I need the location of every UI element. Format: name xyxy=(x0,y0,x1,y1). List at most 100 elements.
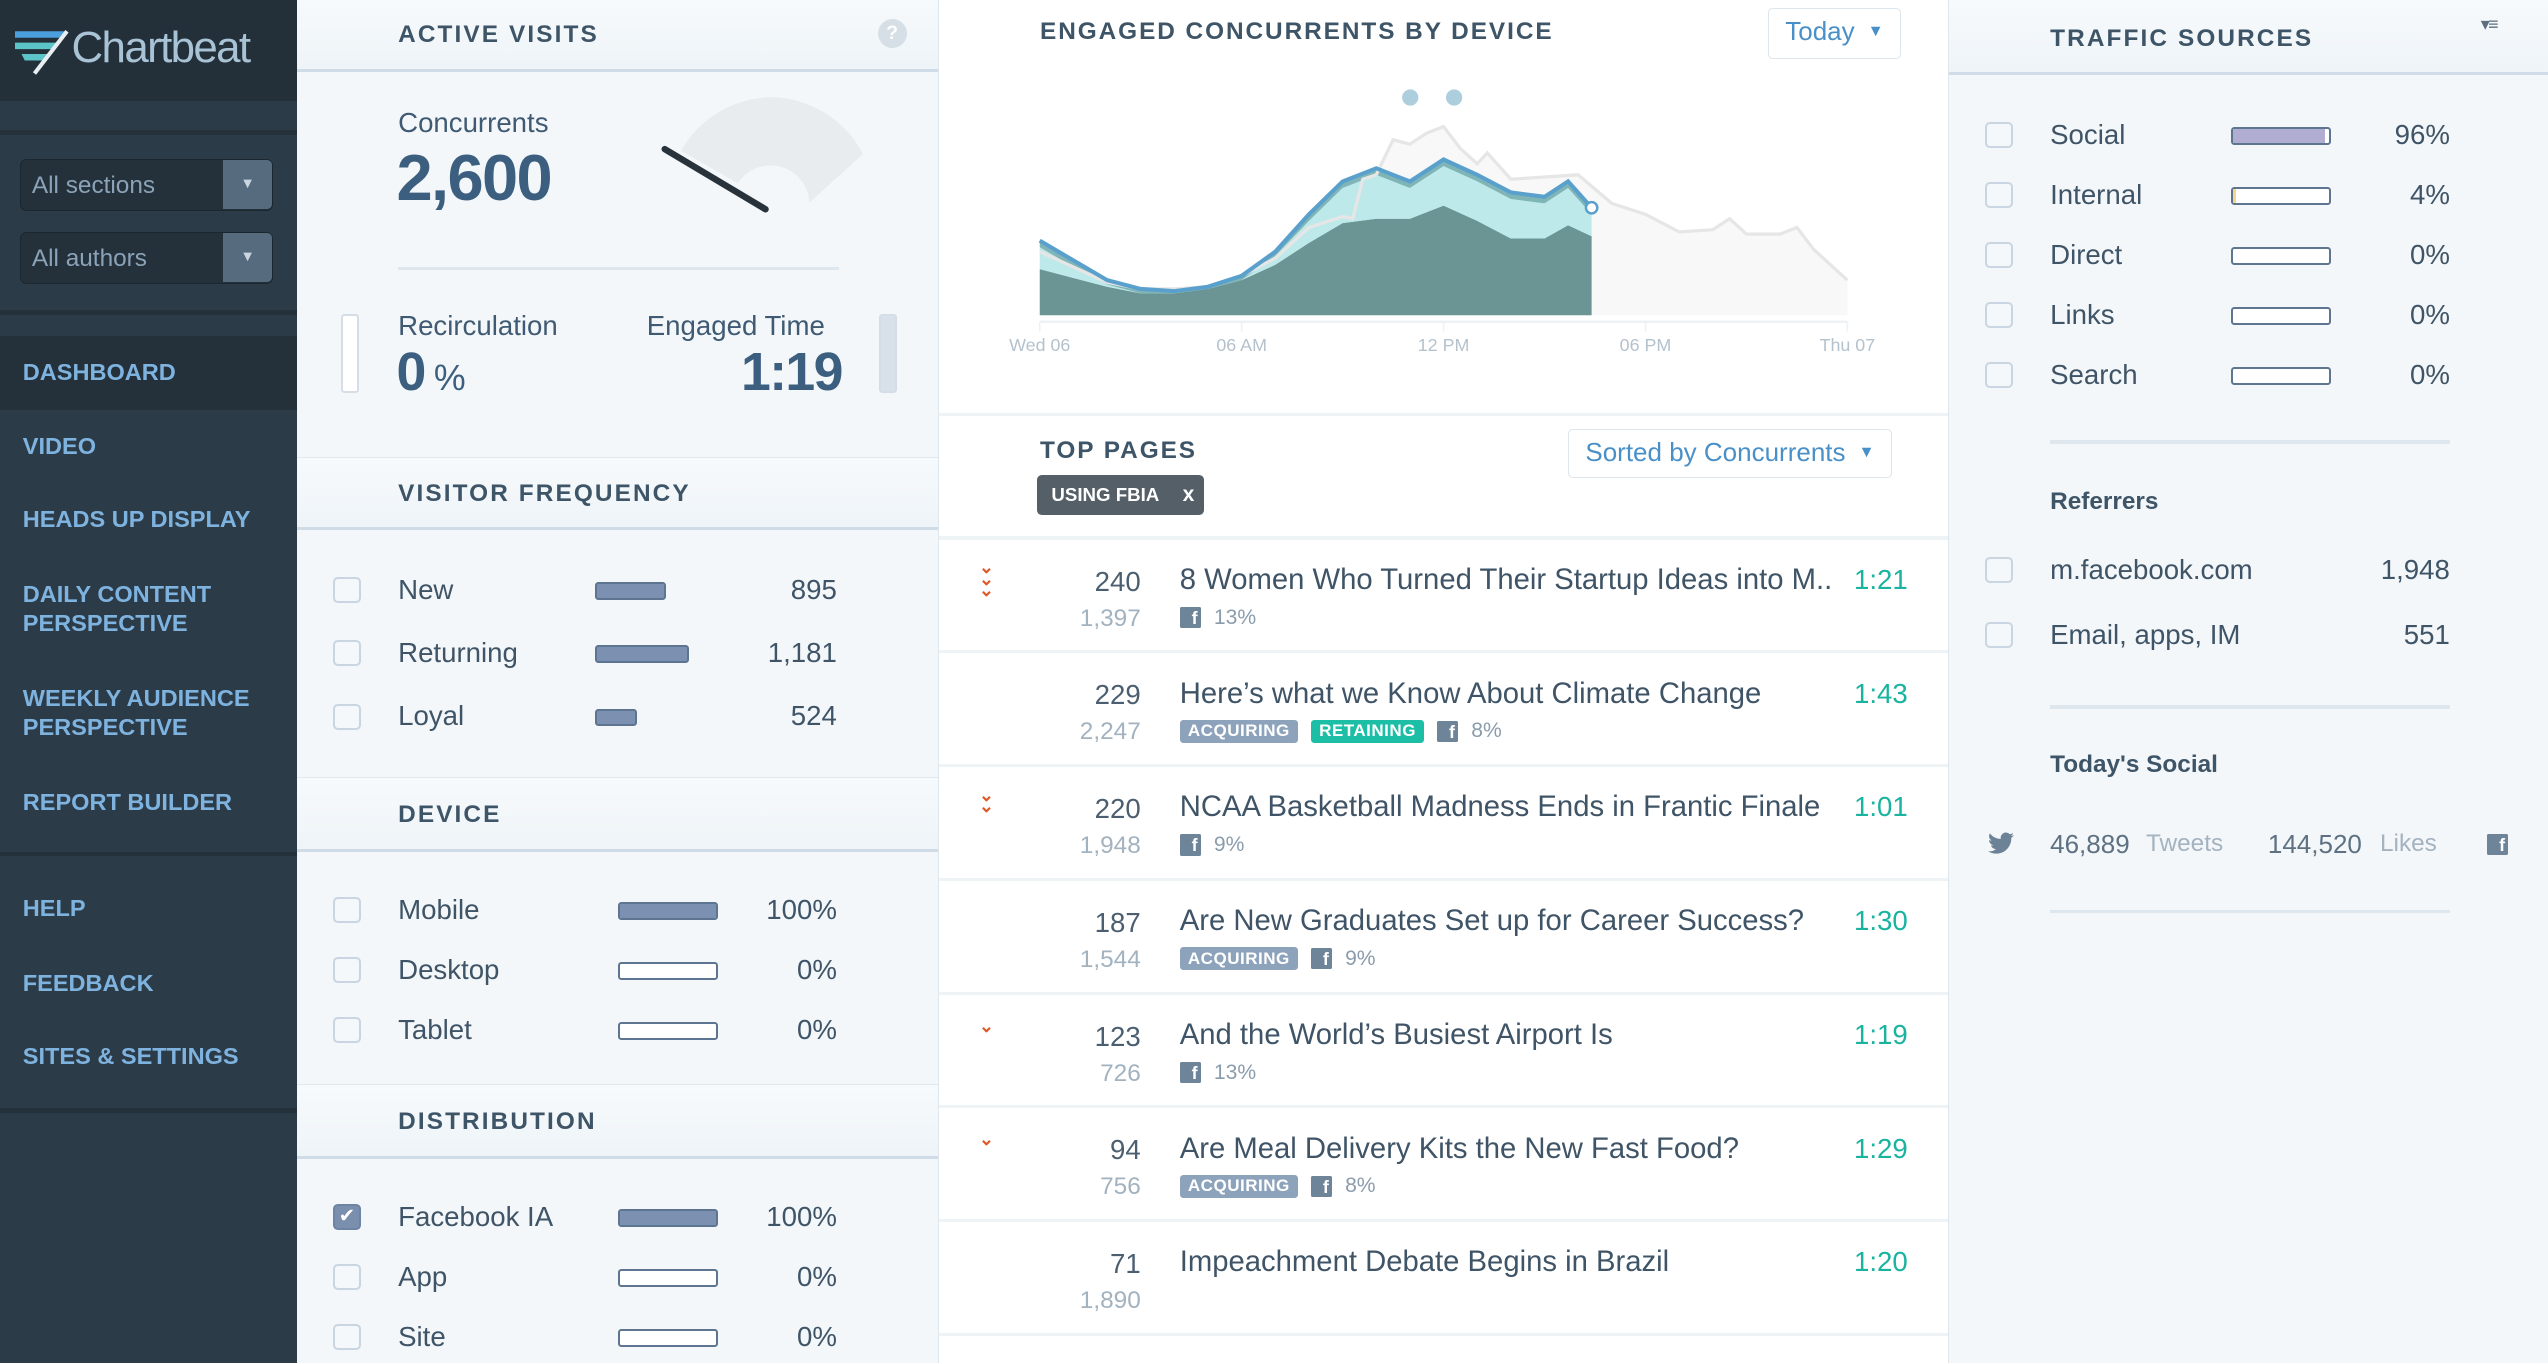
page-engaged-time: 1:20 xyxy=(1854,1246,1908,1278)
facebook-share: 13% xyxy=(1213,1060,1257,1084)
row-bar-fill xyxy=(619,1211,717,1225)
page-row[interactable]: ⌄ 123 726 And the World’s Busiest Airpor… xyxy=(939,995,1949,1109)
checkbox[interactable] xyxy=(333,1324,361,1351)
page-title[interactable]: Are Meal Delivery Kits the New Fast Food… xyxy=(1179,1132,1739,1165)
referrer-label[interactable]: Email, apps, IM xyxy=(2050,619,2241,651)
facebook-icon: f xyxy=(1310,948,1333,970)
checkbox[interactable] xyxy=(1985,121,2013,148)
nav-weekly-audience-perspective[interactable]: WEEKLY AUDIENCE PERSPECTIVE xyxy=(22,685,250,741)
facebook-icon: f xyxy=(1179,606,1201,629)
total-line xyxy=(1038,157,1594,294)
engaged-concurrents-chart[interactable]: Wed 06 06 AM 12 PM 06 PM Thu 07 xyxy=(939,65,1948,374)
row-bar xyxy=(617,962,719,980)
row-label: Desktop xyxy=(398,953,500,985)
nav-help[interactable]: HELP xyxy=(22,894,86,921)
nav-dashboard[interactable]: DASHBOARD xyxy=(0,336,298,410)
checkbox-checked[interactable]: ✔ xyxy=(333,1204,361,1231)
row-label: Loyal xyxy=(398,700,465,732)
page-row[interactable]: 187 1,544 Are New Graduates Set up for C… xyxy=(939,881,1949,995)
range-dropdown-value: Today xyxy=(1785,15,1855,46)
checkbox[interactable] xyxy=(1985,302,2013,329)
nav-daily-content-perspective[interactable]: DAILY CONTENT PERSPECTIVE xyxy=(22,581,212,637)
page-meta: f 9% xyxy=(1179,832,1245,858)
referrers-title: Referrers xyxy=(2050,487,2159,515)
row-bar-fill xyxy=(619,903,717,918)
row-label: Direct xyxy=(2050,238,2123,270)
row-label: Returning xyxy=(398,637,518,668)
checkbox[interactable] xyxy=(333,957,361,984)
checkbox[interactable] xyxy=(333,897,361,923)
page-row[interactable]: 229 2,247 Here’s what we Know About Clim… xyxy=(939,653,1949,767)
nav-sites-settings[interactable]: SITES & SETTINGS xyxy=(22,1042,239,1069)
page-total: 1,890 xyxy=(1079,1287,1141,1314)
facebook-share: 13% xyxy=(1213,605,1257,629)
facebook-share: 9% xyxy=(1213,833,1245,856)
sort-dropdown[interactable]: Sorted by Concurrents ▼ xyxy=(1568,429,1892,478)
checkbox[interactable] xyxy=(1985,362,2013,389)
page-title[interactable]: 8 Women Who Turned Their Startup Ideas i… xyxy=(1179,563,1833,596)
help-icon[interactable]: ? xyxy=(877,18,907,49)
page-title[interactable]: Here’s what we Know About Climate Change xyxy=(1179,677,1762,710)
sections-select[interactable]: All sections ▼ xyxy=(19,159,273,212)
page-engaged-time: 1:30 xyxy=(1854,905,1908,937)
checkbox[interactable] xyxy=(333,1264,361,1291)
page-title[interactable]: Are New Graduates Set up for Career Succ… xyxy=(1179,905,1805,938)
filter-chip-label: USING FBIA xyxy=(1051,484,1160,506)
checkbox[interactable] xyxy=(1985,557,2013,584)
page-meta: ACQUIRING f 8% xyxy=(1179,1173,1376,1199)
row-bar xyxy=(594,581,667,600)
page-row[interactable]: ⌄ 94 756 Are Meal Delivery Kits the New … xyxy=(939,1108,1949,1222)
divider xyxy=(0,1108,298,1114)
facebook-share: 8% xyxy=(1345,1174,1376,1198)
checkbox[interactable] xyxy=(1985,182,2013,208)
checkbox[interactable] xyxy=(333,1017,361,1044)
referrer-label[interactable]: m.facebook.com xyxy=(2050,554,2253,586)
facebook-share: 9% xyxy=(1345,946,1376,970)
recirculation-unit: % xyxy=(433,357,466,398)
caret-down-icon: ▼ xyxy=(1867,22,1884,41)
distribution-title: DISTRIBUTION xyxy=(398,1107,597,1135)
row-label: Internal xyxy=(2050,178,2143,210)
checkbox[interactable] xyxy=(1985,622,2013,649)
divider xyxy=(2050,910,2450,914)
checkbox[interactable] xyxy=(333,576,361,603)
page-concurrents: 123 xyxy=(1094,1020,1141,1052)
filter-chip-fbia: USING FBIA x xyxy=(1036,474,1205,516)
checkbox[interactable] xyxy=(1985,242,2013,269)
row-bar xyxy=(2230,367,2332,386)
range-dropdown[interactable]: Today ▼ xyxy=(1768,8,1901,59)
row-value: 895 xyxy=(790,573,837,605)
checkbox[interactable] xyxy=(333,703,361,730)
page-title[interactable]: NCAA Basketball Madness Ends in Frantic … xyxy=(1179,791,1821,824)
page-meta: f 13% xyxy=(1179,605,1257,631)
page-concurrents: 71 xyxy=(1110,1248,1141,1279)
nav-heads-up-display[interactable]: HEADS UP DISPLAY xyxy=(22,506,251,533)
page-row[interactable]: ⌄ ⌄ 220 1,948 NCAA Basketball Madness End… xyxy=(939,767,1949,881)
page-title[interactable]: Impeachment Debate Begins in Brazil xyxy=(1179,1246,1670,1279)
logo[interactable]: Chartbeat xyxy=(0,0,298,101)
annotation-dot xyxy=(1446,89,1463,106)
row-label: Links xyxy=(2050,299,2115,330)
row-value: 0% xyxy=(796,953,837,985)
nav-feedback[interactable]: FEEDBACK xyxy=(22,969,154,996)
page-total: 2,247 xyxy=(1079,718,1141,746)
close-icon[interactable]: x xyxy=(1182,482,1195,506)
authors-select[interactable]: All authors ▼ xyxy=(19,232,273,285)
recirculation-meter xyxy=(341,313,360,394)
page-row[interactable]: 71 1,890 Impeachment Debate Begins in Br… xyxy=(939,1222,1949,1336)
page-concurrents: 220 xyxy=(1094,793,1141,824)
likes-count: 144,520 xyxy=(2267,828,2362,859)
chevron-down-icon: ▼ xyxy=(223,233,272,283)
x-tick-label: 06 PM xyxy=(1620,335,1672,355)
page-title[interactable]: And the World’s Busiest Airport Is xyxy=(1179,1018,1613,1051)
nav-video[interactable]: VIDEO xyxy=(22,433,97,460)
visitor-frequency-title: VISITOR FREQUENCY xyxy=(398,480,691,508)
trending-down-icon: ⌄ ⌄ xyxy=(978,784,994,817)
recirculation-value: 0 xyxy=(396,342,427,403)
row-value: 0% xyxy=(2409,359,2450,391)
nav-report-builder[interactable]: REPORT BUILDER xyxy=(22,789,233,816)
sort-list-icon[interactable]: ▾≡ xyxy=(2480,13,2499,34)
page-row[interactable]: ⌄ ⌄ ⌄ 240 1,397 8 Women Who Turned Their S… xyxy=(939,540,1949,654)
divider xyxy=(0,851,298,857)
checkbox[interactable] xyxy=(333,640,361,667)
